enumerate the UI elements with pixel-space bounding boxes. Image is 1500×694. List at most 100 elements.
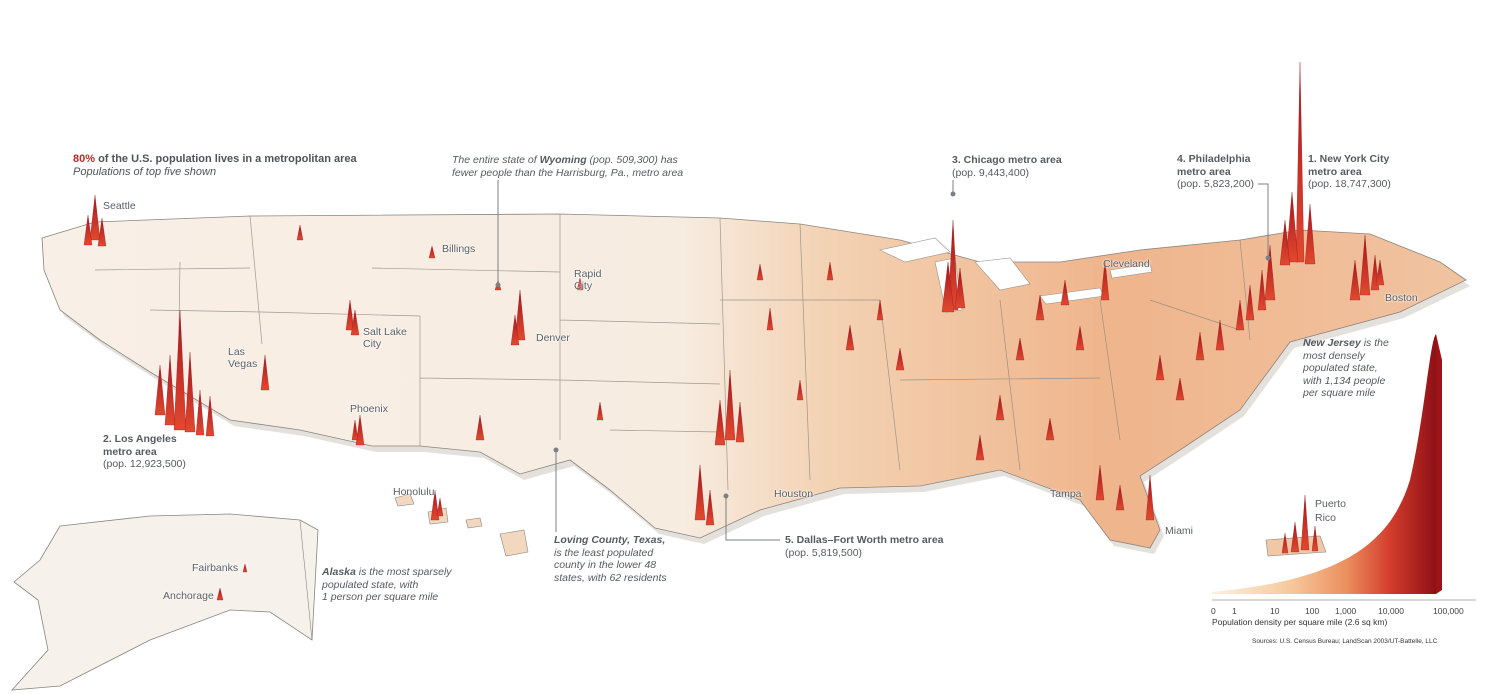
leader-lines [495,180,1271,541]
legend-tick-100000: 100,000 [1433,606,1464,616]
population-spike [1035,294,1045,321]
population-spike [705,489,715,526]
population-spike [1235,299,1245,331]
philadelphia-annotation: 4. Philadelphia metro area (pop. 5,823,2… [1177,153,1254,191]
wyoming-rest: (pop. 509,300) has [586,154,678,166]
headline-pct: 80% [73,153,96,165]
nyc-pop: (pop. 18,747,300) [1308,178,1391,190]
city-label-boston: Boston [1385,292,1418,304]
new-jersey-annotation: New Jersey is the most densely populated… [1303,337,1389,400]
loving-county-annotation: Loving County, Texas, is the least popul… [554,534,667,584]
population-spike [975,434,985,461]
nj-line2: most densely [1303,349,1365,362]
legend [1212,334,1476,601]
alaska-bold: Alaska [322,566,356,578]
city-label-fairbanks: Fairbanks [192,562,239,574]
la-title1: 2. Los Angeles [103,433,177,445]
population-spike [1311,525,1319,552]
las-vegas-line2: Vegas [228,358,258,370]
population-spike [941,261,955,313]
population-spike [1279,219,1291,266]
population-spike [83,214,93,246]
population-spike [351,419,359,441]
salt-lake-line2: City [363,338,382,350]
population-spike [242,563,248,573]
city-label-houston: Houston [774,488,814,500]
city-label-tampa: Tampa [1050,488,1082,500]
population-spike [1195,331,1205,361]
population-spike [576,277,584,291]
philadelphia-pop: (pop. 5,823,200) [1177,178,1255,190]
alaska-annotation: Alaska is the most sparsely populated st… [322,566,452,604]
population-spike [1155,354,1165,381]
legend-ramp [1212,334,1436,594]
population-spike [1015,337,1025,361]
la-title2: metro area [103,445,157,458]
population-spike [596,401,604,421]
nj-bold: New Jersey [1303,337,1361,349]
population-spike [724,369,736,441]
nyc-annotation: 1. New York City metro area (pop. 18,747… [1308,153,1391,191]
population-spike [205,395,215,437]
chicago-title: 3. Chicago metro area [952,154,1062,166]
wyoming-annotation: The entire state of Wyoming (pop. 509,30… [452,154,683,179]
nyc-title2: metro area [1308,165,1362,178]
city-label-anchorage: Anchorage [163,590,214,602]
chicago-annotation: 3. Chicago metro area (pop. 9,443,400) [952,154,1062,179]
dallas-pop: (pop. 5,819,500) [785,546,863,559]
population-spike [1175,377,1185,401]
city-label-salt-lake-city: Salt Lake City [363,326,407,350]
population-spike [694,464,706,521]
us-landmass [41,213,1467,549]
puerto-rico-line2: Rico [1315,512,1337,524]
population-spike [876,299,884,321]
population-spike [164,354,176,426]
population-spike [756,263,764,281]
population-spike [1349,259,1361,301]
population-spike [430,489,440,521]
loving-line3: county in the lower 48 [554,559,657,571]
population-spike [216,587,224,601]
wyoming-bold: Wyoming [539,154,587,166]
legend-tick-100: 100 [1305,606,1320,616]
population-spikes [83,61,1385,601]
population-spike [184,351,196,433]
loving-line1: Loving County, Texas, [554,534,666,546]
population-spike [954,267,966,309]
hawaii [394,493,529,557]
population-spike [475,414,485,441]
population-spike [845,324,855,351]
legend-tick-10000: 10,000 [1378,606,1404,616]
chicago-pop: (pop. 9,443,400) [952,166,1030,179]
population-spike [826,261,834,281]
population-spike [1285,191,1299,263]
population-spike [1359,234,1371,296]
population-spike [1060,279,1070,306]
las-vegas-line1: Las [228,346,245,358]
city-label-seattle: Seattle [103,200,136,212]
population-spike [1375,259,1385,286]
nyc-title1: 1. New York City [1308,153,1390,165]
population-spike [895,347,905,371]
puerto-rico-line1: Puerto [1315,498,1346,510]
population-spike [735,401,745,443]
population-spike [350,309,360,336]
population-spike [796,379,804,401]
population-spike [1075,325,1085,351]
dallas-title: 5. Dallas–Fort Worth metro area [785,534,944,546]
alaska-line3: 1 person per square mile [322,591,439,603]
alaska [11,513,319,691]
population-spike [995,394,1005,421]
population-spike [260,354,270,391]
wyoming-pre: The entire state of [452,154,540,166]
population-spike [1100,259,1110,301]
population-spike [296,224,304,241]
la-pop: (pop. 12,923,500) [103,458,186,470]
population-spike [89,194,101,241]
nj-line3: populated state, [1303,362,1378,374]
city-label-denver: Denver [536,332,570,344]
population-spike [510,314,520,346]
loving-line2: is the least populated [554,546,654,559]
nj-rest1: is the [1360,337,1389,349]
